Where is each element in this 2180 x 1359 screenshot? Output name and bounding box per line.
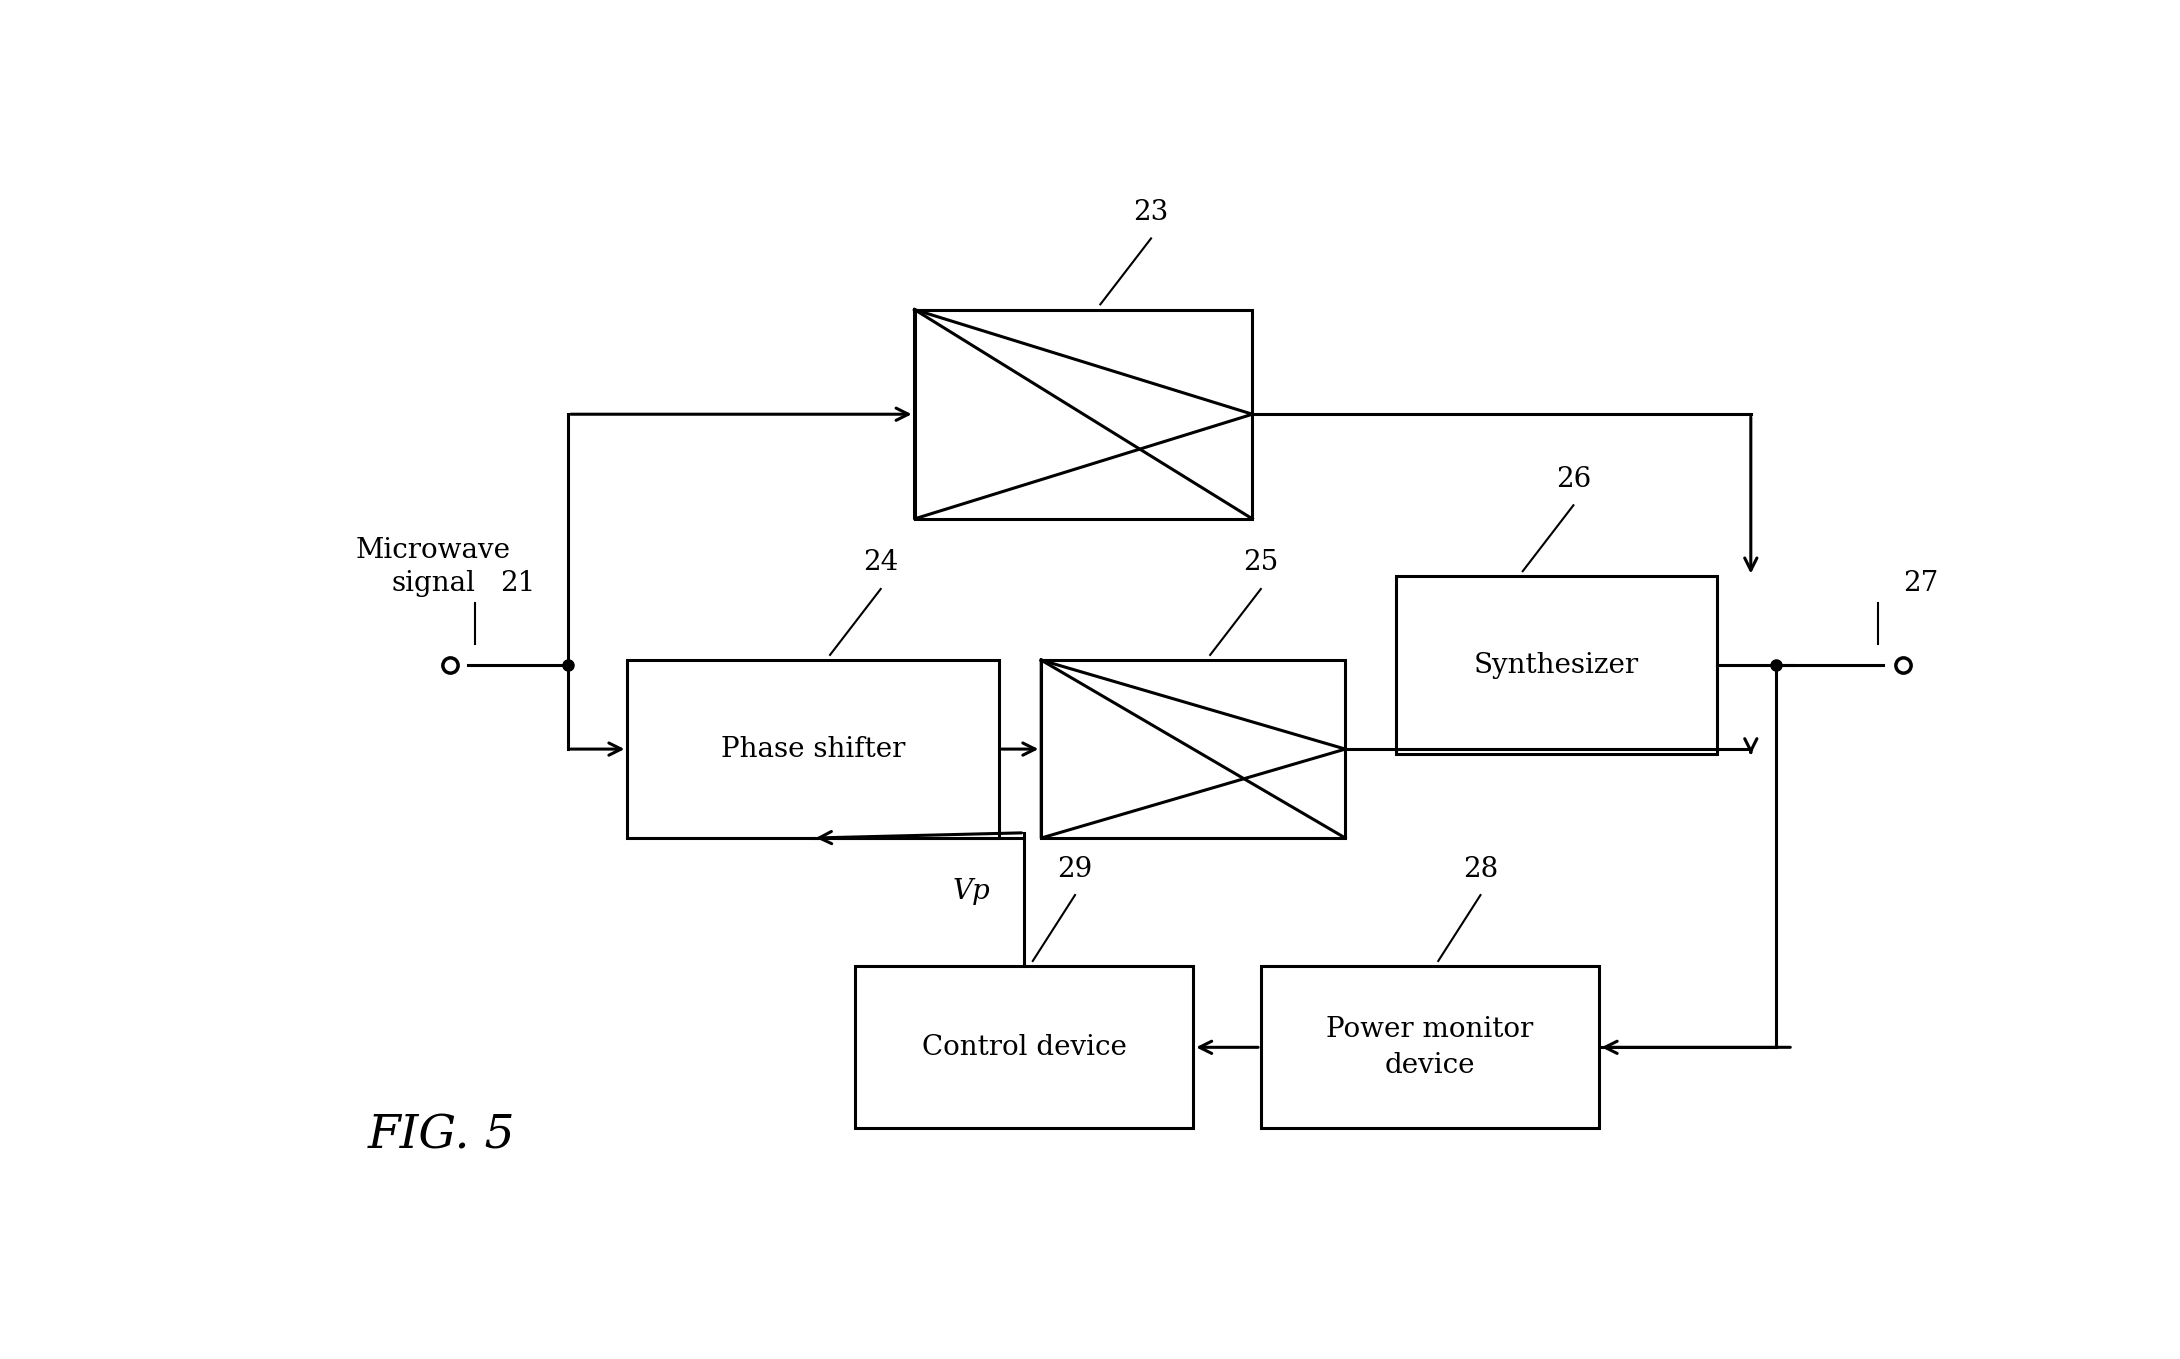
Bar <box>628 660 998 839</box>
Bar <box>1042 660 1345 839</box>
Text: FIG. 5: FIG. 5 <box>368 1113 514 1159</box>
Text: Control device: Control device <box>922 1034 1127 1061</box>
Text: 25: 25 <box>1243 549 1277 576</box>
Text: 27: 27 <box>1903 571 1938 598</box>
Text: 21: 21 <box>501 571 536 598</box>
Text: Power monitor
device: Power monitor device <box>1325 1017 1533 1079</box>
Text: 28: 28 <box>1463 856 1498 882</box>
Bar <box>1395 576 1718 754</box>
Bar <box>855 966 1192 1128</box>
Text: Synthesizer: Synthesizer <box>1474 652 1639 680</box>
Text: 26: 26 <box>1557 466 1591 493</box>
Text: 29: 29 <box>1057 856 1092 882</box>
Bar <box>916 310 1254 519</box>
Text: Phase shifter: Phase shifter <box>722 735 905 762</box>
Text: 24: 24 <box>863 549 898 576</box>
Text: Microwave
signal: Microwave signal <box>355 537 510 598</box>
Bar <box>1260 966 1598 1128</box>
Text: Vp: Vp <box>953 878 990 905</box>
Text: 23: 23 <box>1134 198 1168 226</box>
